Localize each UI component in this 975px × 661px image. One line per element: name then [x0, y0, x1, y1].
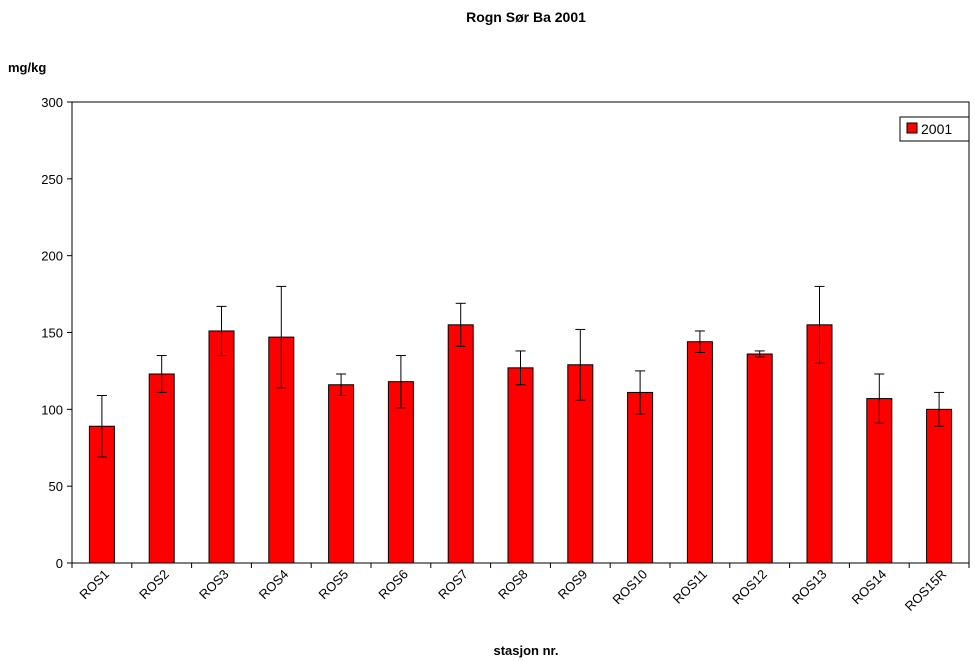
y-tick-label: 150 [41, 326, 63, 341]
x-tick-label: ROS4 [256, 567, 292, 603]
x-tick-label: ROS7 [435, 567, 471, 603]
x-tick-label: ROS2 [136, 567, 172, 603]
y-tick-label: 0 [56, 556, 63, 571]
x-tick-label: ROS11 [670, 567, 710, 607]
bar-ros8 [507, 367, 534, 564]
y-tick-label: 50 [49, 479, 63, 494]
bar-ros6 [387, 381, 414, 564]
y-tick-label: 250 [41, 172, 63, 187]
bar-ros3 [208, 330, 235, 564]
x-tick-label: ROS8 [495, 567, 531, 603]
x-tick-label: ROS10 [609, 567, 650, 608]
x-tick-label: ROS6 [375, 567, 411, 603]
bar-ros11 [686, 341, 713, 564]
bar-ros15r [926, 408, 953, 564]
x-tick-label: ROS5 [316, 567, 352, 603]
bar-ros14 [866, 398, 893, 564]
x-tick-label: ROS14 [849, 567, 890, 608]
y-tick-label: 100 [41, 402, 63, 417]
bar-ros5 [328, 384, 355, 564]
legend: 2001 [899, 116, 970, 142]
bar-ros13 [806, 324, 833, 564]
x-tick-label: ROS1 [76, 567, 112, 603]
y-tick-label: 200 [41, 249, 63, 264]
legend-swatch [906, 122, 918, 134]
x-axis-title: stasjon nr. [493, 643, 558, 658]
x-tick-label: ROS12 [729, 567, 770, 608]
legend-label: 2001 [921, 121, 952, 137]
y-axis-title: mg/kg [8, 60, 46, 75]
bar-ros10 [627, 391, 654, 564]
y-tick-label: 300 [41, 95, 63, 110]
x-tick-label: ROS3 [196, 567, 232, 603]
x-tick-label: ROS9 [555, 567, 591, 603]
bar-ros7 [447, 324, 474, 564]
x-tick-label: ROS15R [902, 567, 949, 614]
x-tick-label: ROS13 [789, 567, 830, 608]
chart-title: Rogn Sør Ba 2001 [466, 9, 586, 25]
bar-ros12 [746, 353, 773, 564]
bar-ros2 [148, 373, 175, 564]
